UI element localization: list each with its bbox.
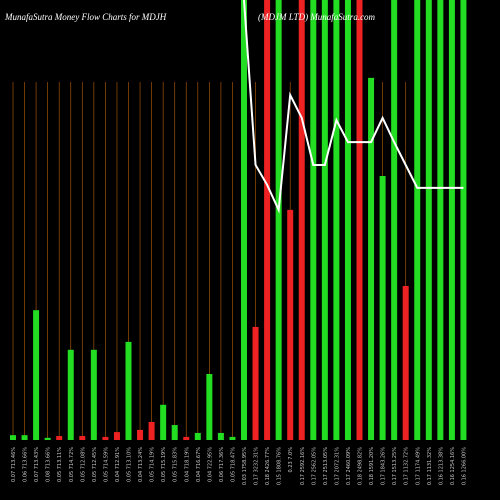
bar bbox=[56, 436, 63, 440]
x-labels: 0.07 713.46% 0.06 713.66% 0.07 713.43% 0.08… bbox=[11, 447, 467, 485]
x-tick-label: 0.18 1591.20% bbox=[369, 447, 375, 485]
x-tick-label: 0.17 2460.09% bbox=[346, 447, 352, 485]
x-tick-label: 0.04 712.91% bbox=[115, 447, 121, 482]
x-tick-label: 0.05 715.83% bbox=[173, 447, 179, 482]
bar bbox=[321, 0, 328, 440]
x-tick-label: 0.04 716.67% bbox=[196, 447, 202, 482]
x-tick-label: 0.03 1758.95% bbox=[242, 447, 248, 485]
x-tick-label: 0.05 713.10% bbox=[127, 447, 133, 482]
bar bbox=[194, 432, 201, 440]
bar bbox=[425, 0, 432, 440]
bar bbox=[10, 435, 16, 440]
bar bbox=[44, 437, 51, 440]
x-tick-label: 0.05 712.45% bbox=[92, 447, 98, 482]
bar bbox=[391, 0, 398, 440]
x-tick-label: 0.06 713.66% bbox=[23, 447, 29, 482]
x-tick-label: 0.05 715.19% bbox=[161, 447, 167, 482]
x-tick-label: 0.17 2072.31% bbox=[334, 447, 340, 485]
x-tick-label: 0.17 1131.32% bbox=[427, 447, 433, 485]
bar bbox=[310, 0, 317, 440]
bar bbox=[414, 0, 421, 440]
x-tick-label: 0.08 713.66% bbox=[46, 447, 52, 482]
x-tick-label: 0.07 713.46% bbox=[11, 447, 17, 482]
bar bbox=[171, 425, 178, 440]
trend-line bbox=[243, 0, 464, 214]
x-tick-label: 0.15 1808.76% bbox=[277, 447, 283, 485]
bar bbox=[379, 176, 386, 440]
bar bbox=[287, 209, 294, 440]
x-tick-label: 0.05 714.59% bbox=[103, 447, 109, 482]
bar bbox=[113, 432, 120, 440]
chart-title: MunafaSutra Money Flow Charts for MDJH bbox=[4, 12, 167, 22]
bar bbox=[333, 0, 340, 440]
bar bbox=[460, 0, 467, 440]
x-tick-label: 0.05 714.72% bbox=[69, 447, 75, 482]
bar bbox=[298, 0, 305, 440]
bar bbox=[67, 349, 74, 440]
x-tick-label: 0.17 2562.05% bbox=[311, 447, 317, 485]
bar bbox=[252, 326, 259, 440]
x-tick-label: 0.16 1213.38% bbox=[438, 447, 444, 485]
x-tick-label: 0.04 722.95% bbox=[207, 447, 213, 482]
x-tick-label: 0.16 1266.00% bbox=[461, 447, 467, 485]
bar bbox=[148, 421, 155, 440]
bars bbox=[10, 0, 467, 440]
bar bbox=[160, 404, 167, 440]
bar bbox=[368, 77, 375, 440]
x-tick-label: 0.07 713.43% bbox=[34, 447, 40, 482]
bar bbox=[356, 0, 363, 440]
bar bbox=[206, 374, 213, 440]
bar bbox=[125, 341, 132, 440]
bar bbox=[79, 436, 86, 440]
bar bbox=[229, 436, 236, 440]
bar bbox=[402, 286, 409, 440]
x-tick-label: 0.05 712.08% bbox=[80, 447, 86, 482]
bar bbox=[275, 0, 282, 440]
bar bbox=[344, 0, 351, 440]
bar bbox=[137, 429, 144, 440]
lines bbox=[243, 0, 464, 214]
x-tick-label: 0.17 1513.25% bbox=[392, 447, 398, 485]
x-tick-label: 0.23 7.0% bbox=[288, 447, 294, 473]
bar bbox=[183, 436, 190, 440]
x-tick-label: 0.05 714.19% bbox=[150, 447, 156, 482]
bar bbox=[90, 349, 97, 440]
bar bbox=[21, 435, 28, 440]
x-tick-label: 0.18 2426.77% bbox=[265, 447, 271, 485]
x-tick-label: 0.05 718.47% bbox=[230, 447, 236, 482]
x-tick-label: 0.06 717.36% bbox=[219, 447, 225, 482]
x-tick-label: 0.17 1843.26% bbox=[381, 447, 387, 485]
x-tick-label: 0.16 1254.16% bbox=[450, 447, 456, 485]
x-tick-label: 0.17 2513.05% bbox=[323, 447, 329, 485]
bar bbox=[264, 0, 271, 440]
bar bbox=[102, 436, 109, 440]
bar bbox=[448, 0, 455, 440]
x-tick-label: 0.17 1132.72% bbox=[404, 447, 410, 485]
x-tick-label: 0.17 3232.31% bbox=[254, 447, 260, 485]
x-tick-label: 0.18 2498.82% bbox=[358, 447, 364, 485]
x-tick-label: 0.04 713.24% bbox=[138, 447, 144, 482]
bar bbox=[217, 432, 224, 440]
chart-subtitle: (MDJM LTD) MunafaSutra.com bbox=[258, 12, 376, 22]
bar bbox=[241, 0, 247, 440]
bar bbox=[437, 0, 444, 440]
x-tick-label: 0.04 718.19% bbox=[184, 447, 190, 482]
bar bbox=[33, 310, 40, 440]
x-tick-label: 0.05 713.11% bbox=[57, 447, 63, 482]
x-tick-label: 0.17 1174.49% bbox=[415, 447, 421, 485]
x-tick-label: 0.17 2592.16% bbox=[300, 447, 306, 485]
